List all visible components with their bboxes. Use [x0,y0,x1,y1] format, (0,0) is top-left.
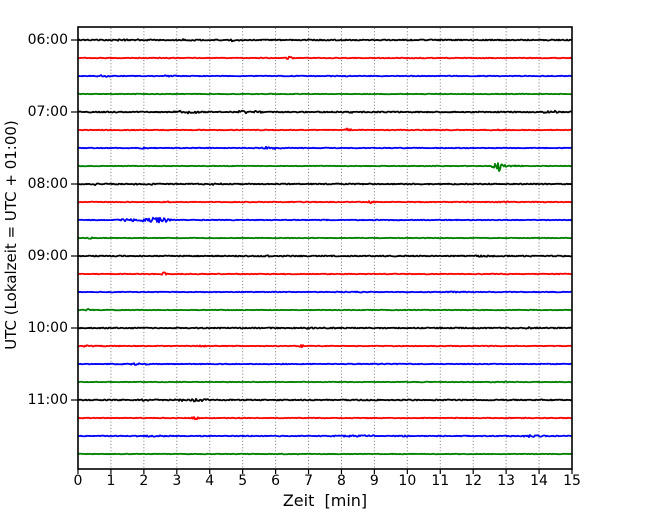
seismo-trace-07:45 [77,162,573,172]
seismo-trace-11:15 [77,416,573,421]
x-tick-label-12: 12 [464,473,483,489]
x-tick-label-7: 7 [304,473,313,489]
y-tick-label-10:00: 10:00 [27,320,68,336]
seismo-trace-10:30 [77,362,573,366]
seismo-trace-07:00 [77,109,573,115]
y-tick-label-07:00: 07:00 [27,104,68,120]
x-tick-label-11: 11 [431,473,450,489]
seismo-trace-08:15 [77,200,573,205]
seismo-trace-06:15 [77,55,573,60]
y-axis-label: UTC (Lokalzeit = UTC + 01:00) [2,120,20,350]
y-tick-label-06:00: 06:00 [27,32,68,48]
seismo-trace-06:00 [77,38,573,43]
x-axis-label: Zeit [min] [282,491,368,510]
seismo-trace-09:15 [77,271,573,276]
seismo-trace-08:30 [77,216,573,224]
x-tick-label-14: 14 [530,473,548,489]
x-tick-label-4: 4 [205,473,215,489]
seismo-trace-10:45 [77,380,573,384]
x-tick-label-9: 9 [369,473,379,489]
x-tick-label-1: 1 [106,473,116,489]
x-tick-label-10: 10 [398,473,417,489]
seismo-trace-11:45 [77,452,573,456]
seismo-trace-06:45 [77,92,573,96]
x-tick-label-13: 13 [497,473,516,489]
y-tick-label-09:00: 09:00 [27,248,68,264]
seismo-trace-09:00 [77,254,573,258]
seismo-trace-10:15 [77,344,573,349]
seismo-trace-11:30 [77,434,573,438]
seismo-trace-11:00 [77,397,573,403]
seismo-trace-07:30 [77,145,573,150]
seismo-trace-07:15 [77,127,573,132]
x-tick-label-6: 6 [271,473,281,489]
y-tick-label-08:00: 08:00 [27,176,68,192]
axes-frame [77,26,573,470]
seismo-trace-10:00 [77,326,573,330]
x-tick-label-3: 3 [172,473,182,489]
x-tick-label-0: 0 [73,473,83,489]
seismo-trace-09:30 [77,290,573,294]
y-tick-label-11:00: 11:00 [27,392,68,408]
x-tick-label-2: 2 [139,473,149,489]
seismo-trace-08:45 [77,236,573,240]
seismo-trace-08:00 [77,182,573,187]
x-tick-label-15: 15 [563,473,581,489]
seismo-trace-09:45 [77,308,573,312]
x-tick-label-8: 8 [336,473,346,489]
x-tick-label-5: 5 [238,473,248,489]
seismo-trace-06:30 [77,74,573,78]
